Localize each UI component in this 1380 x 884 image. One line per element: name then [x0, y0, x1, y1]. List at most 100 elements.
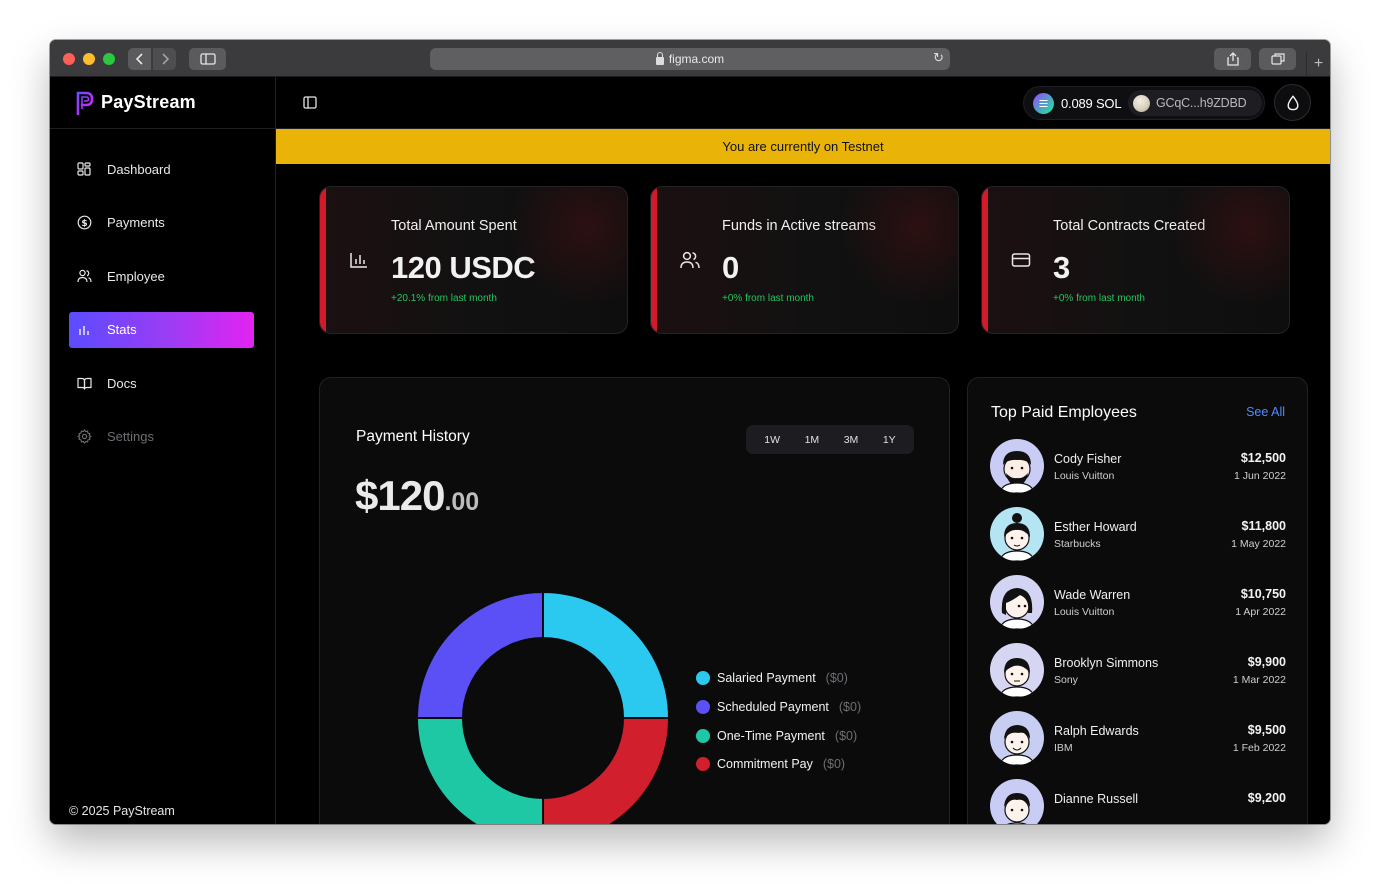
minimize-window-button[interactable]: [83, 53, 95, 65]
stat-title: Total Contracts Created: [1053, 218, 1206, 234]
users-icon: [680, 251, 700, 269]
copyright-text: © 2025 PayStream: [69, 804, 175, 818]
stat-card-active-streams: Funds in Active streams 0 +0% from last …: [650, 186, 959, 334]
browser-toolbar: figma.com ↻ +: [50, 40, 1330, 77]
sidebar-item-stats[interactable]: Stats: [69, 311, 254, 348]
maximize-window-button[interactable]: [103, 53, 115, 65]
employee-company: Sony: [1054, 674, 1078, 686]
range-3m-button[interactable]: 3M: [843, 433, 859, 446]
sidebar-nav: Dashboard $ Payments Employee: [69, 151, 254, 472]
stat-value: 120 USDC: [391, 250, 536, 285]
wallet-button[interactable]: 0.089 SOL GCqC...h9ZDBD: [1023, 86, 1265, 120]
employee-company: Starbucks: [1054, 538, 1101, 550]
sidebar: PayStream Dashboard $ Payments: [50, 77, 276, 824]
employee-row[interactable]: Dianne Russell $9,200: [990, 779, 1286, 824]
legend-amount: ($0): [838, 700, 862, 715]
gear-icon: [76, 429, 92, 445]
legend-swatch: [696, 671, 710, 686]
users-icon: [76, 268, 92, 284]
avatar: [990, 507, 1044, 561]
time-range-selector: 1W 1M 3M 1Y: [746, 425, 914, 454]
sidebar-item-label: Stats: [107, 322, 137, 337]
stat-card-total-spent: Total Amount Spent 120 USDC +20.1% from …: [319, 186, 628, 334]
brand-name: PayStream: [101, 92, 196, 112]
url-text: figma.com: [668, 52, 725, 66]
bar-chart-icon: [350, 253, 367, 268]
payment-total-minor: .00: [444, 488, 480, 516]
employee-company: Louis Vuitton: [1054, 606, 1115, 618]
legend-label: Scheduled Payment: [717, 700, 829, 715]
legend-label: Commitment Pay: [717, 757, 813, 772]
employee-row[interactable]: Cody Fisher Louis Vuitton $12,500 1 Jun 202…: [990, 439, 1286, 495]
donut-slice-commitment-pay[interactable]: [542, 717, 671, 824]
employee-name: Esther Howard: [1054, 520, 1137, 534]
sidebar-item-settings[interactable]: Settings: [69, 419, 254, 455]
legend-swatch: [696, 757, 710, 772]
employee-date: 1 May 2022: [1231, 538, 1286, 550]
payment-donut-chart: [415, 590, 671, 824]
stat-change: +0% from last month: [722, 293, 814, 304]
stat-title: Funds in Active streams: [722, 218, 876, 234]
range-1m-button[interactable]: 1M: [804, 433, 820, 446]
address-bar[interactable]: figma.com ↻: [430, 48, 950, 70]
legend-item-one-time[interactable]: One-Time Payment ($0): [696, 721, 861, 750]
water-drop-icon: [1287, 95, 1298, 110]
paystream-app: PayStream Dashboard $ Payments: [50, 77, 1330, 824]
brand[interactable]: PayStream: [50, 77, 276, 129]
chart-legend: Salaried Payment ($0) Scheduled Payment …: [696, 664, 861, 779]
sidebar-item-label: Payments: [107, 215, 165, 230]
sidebar-item-label: Dashboard: [107, 161, 171, 177]
employee-date: 1 Feb 2022: [1232, 742, 1286, 754]
wallet-address-chip[interactable]: GCqC...h9ZDBD: [1128, 90, 1262, 116]
employee-date: 1 Jun 2022: [1234, 470, 1286, 482]
employee-row[interactable]: Esther Howard Starbucks $11,800 1 May 2022: [990, 507, 1286, 563]
legend-item-scheduled[interactable]: Scheduled Payment ($0): [696, 693, 861, 722]
book-icon: [76, 375, 92, 391]
airdrop-button[interactable]: [1274, 84, 1311, 121]
employee-name: Dianne Russell: [1054, 792, 1139, 806]
payment-history-card: Payment History 1W 1M 3M 1Y $120.00 Sala…: [319, 377, 950, 824]
payment-total-major: $120: [355, 472, 445, 519]
dollar-circle-icon: $: [76, 215, 92, 231]
top-paid-employees-card: Top Paid Employees See All Cody Fisher Lo…: [967, 377, 1308, 824]
back-button[interactable]: [128, 48, 151, 70]
solana-icon: [1033, 93, 1054, 114]
sidebar-item-employee[interactable]: Employee: [69, 258, 254, 294]
paystream-logo-icon: [76, 91, 94, 115]
share-button[interactable]: [1214, 48, 1251, 70]
employee-row[interactable]: Ralph Edwards IBM $9,500 1 Feb 2022: [990, 711, 1286, 767]
legend-item-commitment[interactable]: Commitment Pay ($0): [696, 750, 861, 779]
avatar: [990, 711, 1044, 765]
tabs-overview-button[interactable]: [1259, 48, 1296, 70]
stat-card-contracts: Total Contracts Created 3 +0% from last …: [981, 186, 1290, 334]
range-1y-button[interactable]: 1Y: [882, 433, 896, 446]
employee-row[interactable]: Brooklyn Simmons Sony $9,900 1 Mar 2022: [990, 643, 1286, 699]
sidebar-item-docs[interactable]: Docs: [69, 365, 254, 401]
reload-icon[interactable]: ↻: [933, 50, 944, 65]
employee-amount: $10,750: [1240, 587, 1286, 601]
avatar: [990, 643, 1044, 697]
panel-toggle-icon[interactable]: [303, 96, 317, 109]
sidebar-item-dashboard[interactable]: Dashboard: [69, 151, 254, 187]
sol-balance: 0.089 SOL: [1061, 96, 1122, 111]
employee-date: 1 Apr 2022: [1235, 606, 1286, 618]
sidebar-item-payments[interactable]: $ Payments: [69, 205, 254, 241]
legend-label: Salaried Payment: [717, 671, 816, 686]
legend-item-salaried[interactable]: Salaried Payment ($0): [696, 664, 861, 693]
sidebar-item-label: Settings: [107, 429, 154, 444]
employee-company: IBM: [1054, 742, 1073, 754]
payment-history-title: Payment History: [356, 428, 470, 445]
new-tab-button[interactable]: +: [1306, 52, 1330, 77]
stat-change: +20.1% from last month: [391, 293, 497, 304]
see-all-link[interactable]: See All: [1246, 405, 1285, 419]
sidebar-item-label: Employee: [107, 268, 165, 284]
donut-slice-salaried-payment[interactable]: [542, 590, 671, 719]
donut-slice-scheduled-payment[interactable]: [415, 590, 544, 719]
employee-row[interactable]: Wade Warren Louis Vuitton $10,750 1 Apr 202…: [990, 575, 1286, 631]
range-1w-button[interactable]: 1W: [764, 433, 781, 446]
donut-slice-one-time-payment[interactable]: [415, 717, 544, 824]
close-window-button[interactable]: [63, 53, 75, 65]
sidebar-toggle-button[interactable]: [189, 48, 226, 70]
forward-button[interactable]: [153, 48, 176, 70]
chevron-left-icon: [135, 53, 143, 65]
